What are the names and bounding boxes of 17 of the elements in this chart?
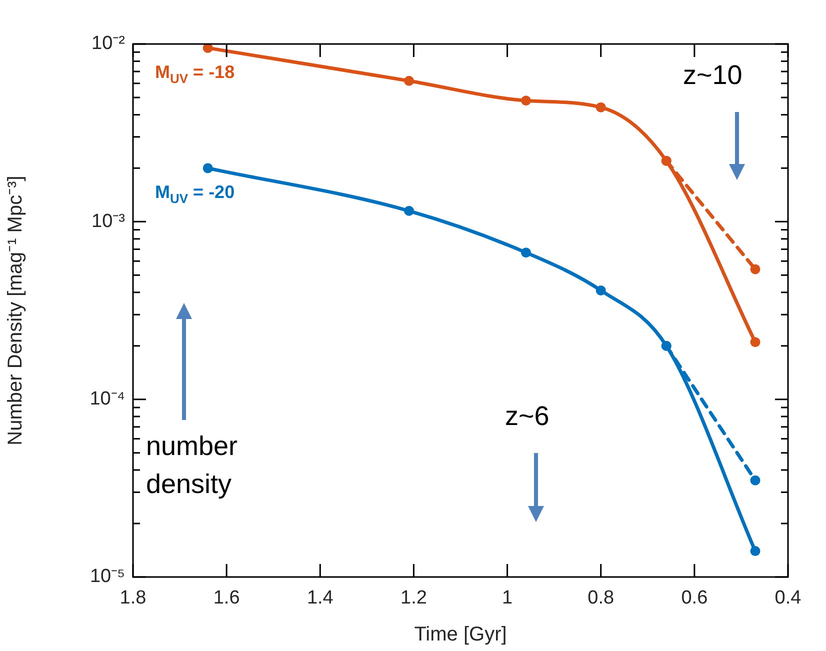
x-tick-label: 1.4 <box>306 588 334 609</box>
annotation: number density <box>146 430 239 501</box>
y-tick-label: 10⁻⁴ <box>90 388 125 410</box>
x-tick-label: 1.8 <box>120 588 146 609</box>
annotation: z~10 <box>683 59 744 92</box>
y-tick-label: 10⁻² <box>92 33 125 54</box>
x-tick-label: 1.2 <box>400 588 427 609</box>
x-tick-label: 0.6 <box>681 588 708 609</box>
x-tick-label: 0.4 <box>774 588 802 609</box>
x-tick-label: 0.8 <box>588 588 614 609</box>
y-tick-label: 10⁻³ <box>92 210 125 232</box>
annotation: z~6 <box>505 400 550 433</box>
x-tick-label: 1.6 <box>213 588 240 609</box>
y-axis-title: Number Density [mag⁻¹ Mpc⁻³] <box>4 176 27 446</box>
x-tick-label: 1 <box>502 588 513 609</box>
y-tick-label: 10⁻⁵ <box>90 566 125 588</box>
x-axis-title: Time [Gyr] <box>414 624 507 646</box>
